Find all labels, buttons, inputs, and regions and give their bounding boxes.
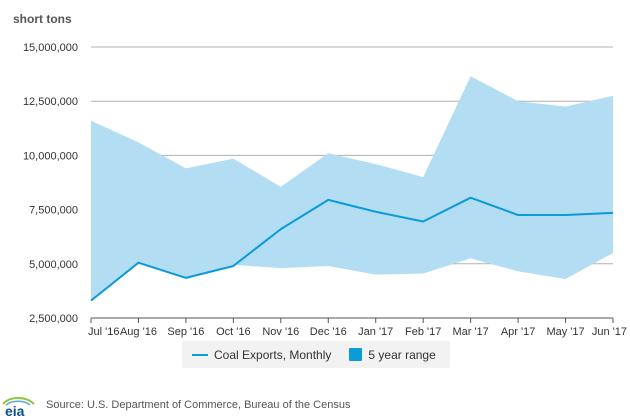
legend-label-range: 5 year range	[368, 347, 436, 362]
y-axis-unit-label: short tons	[13, 12, 72, 26]
x-tick-label: Aug '16	[120, 326, 157, 338]
x-tick-label: Sep '16	[167, 326, 204, 338]
x-axis-ticks: Jul '16 Aug '16 Sep '16 Oct '16 Nov '16 Dec '…	[88, 317, 627, 338]
x-tick-label: Oct '16	[216, 326, 251, 338]
x-tick-label: Jan '17	[358, 326, 393, 338]
y-axis-ticks: 2,500,000 5,000,000 7,500,000 10,000,000 12,…	[23, 42, 78, 325]
svg-text:eia: eia	[5, 403, 25, 418]
y-tick-label: 7,500,000	[29, 205, 78, 217]
range-area-layer	[91, 76, 613, 301]
x-tick-label: Dec '16	[310, 326, 347, 338]
y-tick-label: 10,000,000	[23, 150, 78, 162]
source-text: Source: U.S. Department of Commerce, Bur…	[46, 399, 351, 411]
legend-label-line: Coal Exports, Monthly	[214, 347, 332, 362]
x-tick-label: May '17	[546, 326, 584, 338]
x-tick-label: Jun '17	[592, 326, 627, 338]
x-tick-label: Apr '17	[501, 326, 536, 338]
x-tick-label: Feb '17	[405, 326, 441, 338]
legend-item-range[interactable]: 5 year range	[349, 347, 436, 362]
x-tick-label: Jul '16	[88, 326, 119, 338]
x-tick-label: Nov '16	[262, 326, 299, 338]
y-tick-label: 15,000,000	[23, 42, 78, 54]
legend-item-line[interactable]: Coal Exports, Monthly	[192, 348, 331, 362]
series-line	[90, 196, 614, 302]
eia-logo-icon: eia	[2, 397, 35, 418]
legend-range-swatch	[349, 348, 363, 361]
y-tick-label: 2,500,000	[29, 313, 78, 325]
legend-line-marker	[192, 353, 208, 356]
x-tick-label: Mar '17	[452, 326, 488, 338]
y-tick-label: 5,000,000	[29, 259, 78, 271]
range-area	[91, 76, 613, 301]
y-tick-label: 12,500,000	[23, 96, 78, 108]
line-layer	[90, 196, 614, 302]
legend: Coal Exports, Monthly 5 year range	[182, 341, 450, 368]
